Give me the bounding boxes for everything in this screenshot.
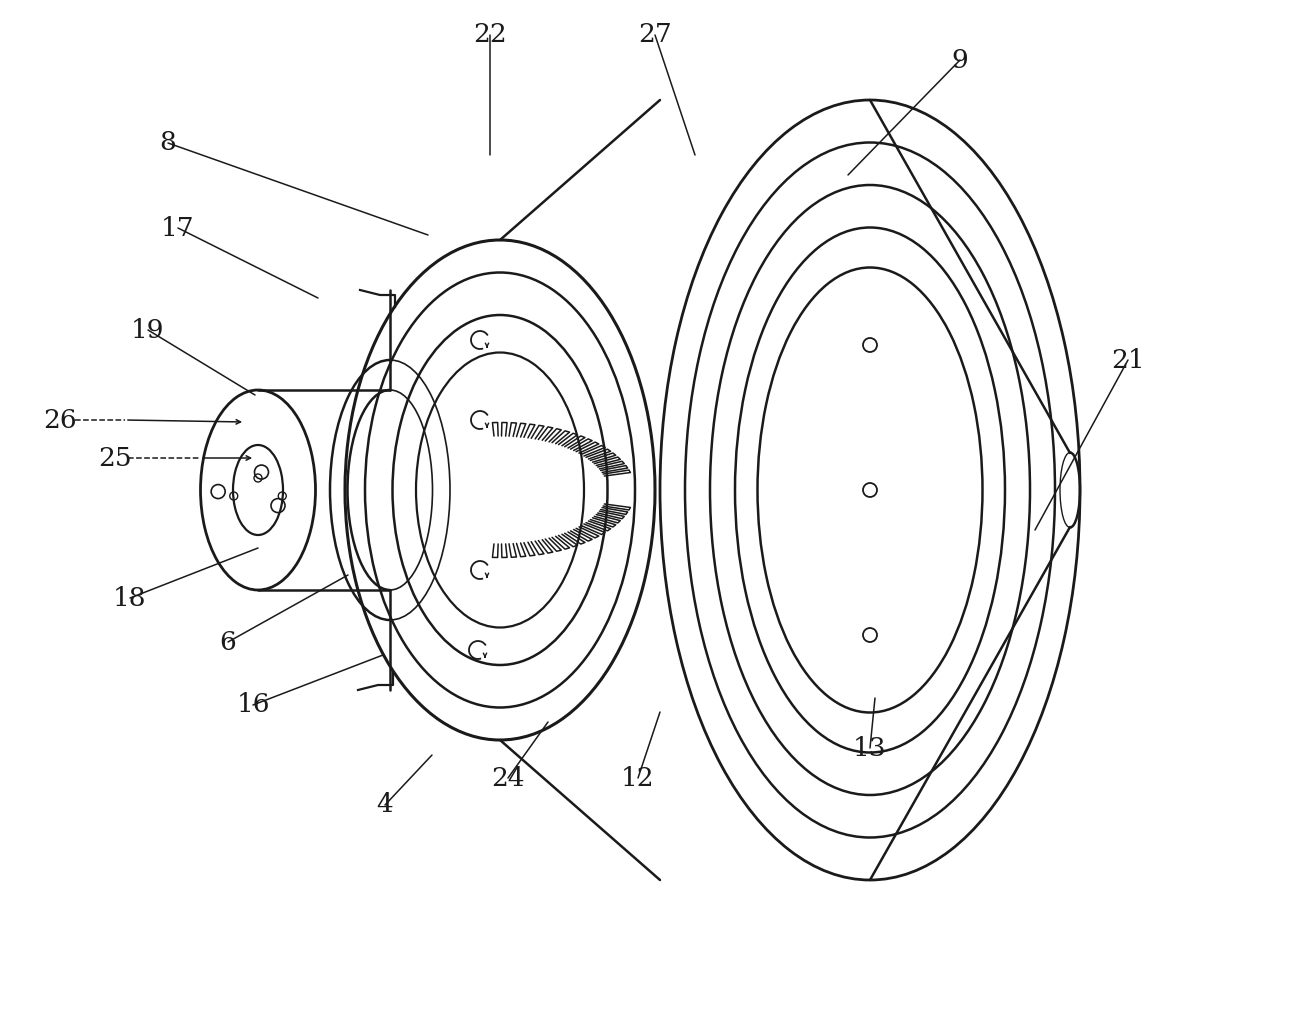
Text: 8: 8: [159, 130, 176, 155]
Text: 22: 22: [474, 22, 507, 48]
Text: 17: 17: [162, 215, 195, 241]
Text: 6: 6: [220, 630, 237, 654]
Text: 24: 24: [492, 765, 525, 790]
Text: 19: 19: [131, 317, 164, 342]
Text: 16: 16: [237, 693, 269, 717]
Text: 12: 12: [621, 765, 655, 790]
Text: 27: 27: [638, 22, 672, 48]
Text: 13: 13: [853, 736, 886, 761]
Text: 18: 18: [114, 585, 146, 611]
Text: 21: 21: [1112, 347, 1145, 373]
Text: 4: 4: [377, 792, 393, 818]
Text: 25: 25: [98, 445, 132, 470]
Text: 26: 26: [43, 407, 76, 433]
Text: 9: 9: [951, 48, 968, 72]
